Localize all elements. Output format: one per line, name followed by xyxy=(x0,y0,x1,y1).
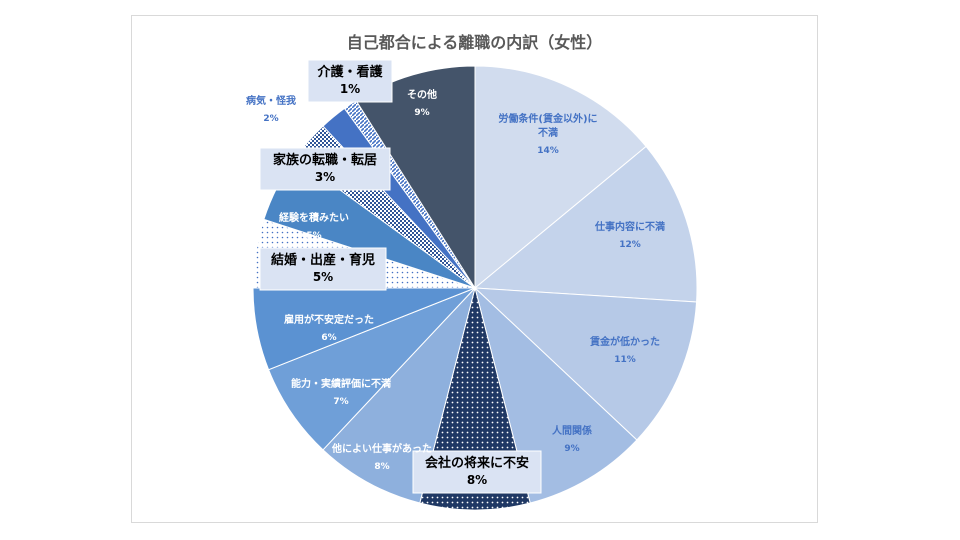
slice-name-label: 他によい仕事があった xyxy=(331,442,432,455)
slice-percent-label: 3% xyxy=(315,170,335,184)
label-highlight-box xyxy=(259,247,387,291)
slice-label: 他によい仕事があった 8% xyxy=(331,442,432,472)
label-highlight-box xyxy=(307,59,393,103)
slice-name-label: 不満 xyxy=(538,126,558,139)
slice-label: 賃金が低かった 11% xyxy=(589,335,660,365)
slice-name-label: 人間関係 xyxy=(552,424,592,437)
slice-percent-label: 6% xyxy=(321,333,336,343)
slice-name-label: 結婚・出産・育児 xyxy=(271,252,375,268)
slice-name-label: 家族の転職・転居 xyxy=(273,152,377,168)
pie-slice xyxy=(473,145,698,303)
slice-percent-label: 1% xyxy=(340,82,360,96)
slice-percent-label: 14% xyxy=(537,146,559,156)
slice-label: 雇用が不安定だった 6% xyxy=(284,313,374,343)
slice-label: 家族の転職・転居 3% xyxy=(259,147,391,191)
pie-slice xyxy=(473,287,698,441)
chart-title: 自己都合による離職の内訳（女性） xyxy=(346,33,603,52)
slice-label: 介護・看護 1% xyxy=(307,59,393,103)
slice-name-label: 仕事内容に不満 xyxy=(594,220,665,233)
slice-percent-label: 12% xyxy=(619,240,641,250)
pie-slice xyxy=(322,287,476,504)
slice-name-label: 能力・実績評価に不満 xyxy=(291,377,391,390)
slice-percent-label: 5% xyxy=(306,231,321,241)
pie-slice xyxy=(474,286,638,504)
slice-label: 労働条件(賃金以外)に不満 14% xyxy=(498,112,597,156)
label-highlight-box xyxy=(259,147,391,191)
slice-label: 人間関係 9% xyxy=(552,424,592,454)
slice-percent-label: 11% xyxy=(614,355,636,365)
slice-percent-label: 9% xyxy=(414,108,429,118)
slice-name-label: 介護・看護 xyxy=(316,64,383,80)
slice-name-label: 経験を積みたい xyxy=(279,211,349,224)
slice-percent-label: 2% xyxy=(263,114,278,124)
slice-percent-label: 8% xyxy=(374,462,389,472)
slice-name-label: その他 xyxy=(407,88,437,101)
slice-percent-label: 9% xyxy=(564,444,579,454)
slice-name-label: 労働条件(賃金以外)に xyxy=(498,112,597,125)
slice-name-label: 会社の将来に不安 xyxy=(425,455,529,471)
slice-label: 仕事内容に不満 12% xyxy=(594,220,665,250)
slice-label: 病気・怪我 2% xyxy=(246,94,296,124)
slice-label: その他 9% xyxy=(407,88,437,118)
slice-label: 経験を積みたい 5% xyxy=(279,211,349,241)
slice-percent-label: 7% xyxy=(333,397,348,407)
pie-labels: 労働条件(賃金以外)に不満 14% 仕事内容に不満 12% 賃金が低かった 11% 人間関係… xyxy=(246,59,665,494)
slice-percent-label: 8% xyxy=(467,473,487,487)
slice-name-label: 雇用が不安定だった xyxy=(284,313,374,326)
slice-label: 能力・実績評価に不満 7% xyxy=(291,377,391,407)
slice-label: 会社の将来に不安 8% xyxy=(412,450,542,494)
slice-percent-label: 5% xyxy=(313,270,333,284)
slice-label: 結婚・出産・育児 5% xyxy=(259,247,387,291)
slice-name-label: 賃金が低かった xyxy=(589,335,660,348)
pie-slice xyxy=(474,65,647,290)
slice-name-label: 病気・怪我 xyxy=(246,94,296,107)
label-highlight-box xyxy=(412,450,542,494)
